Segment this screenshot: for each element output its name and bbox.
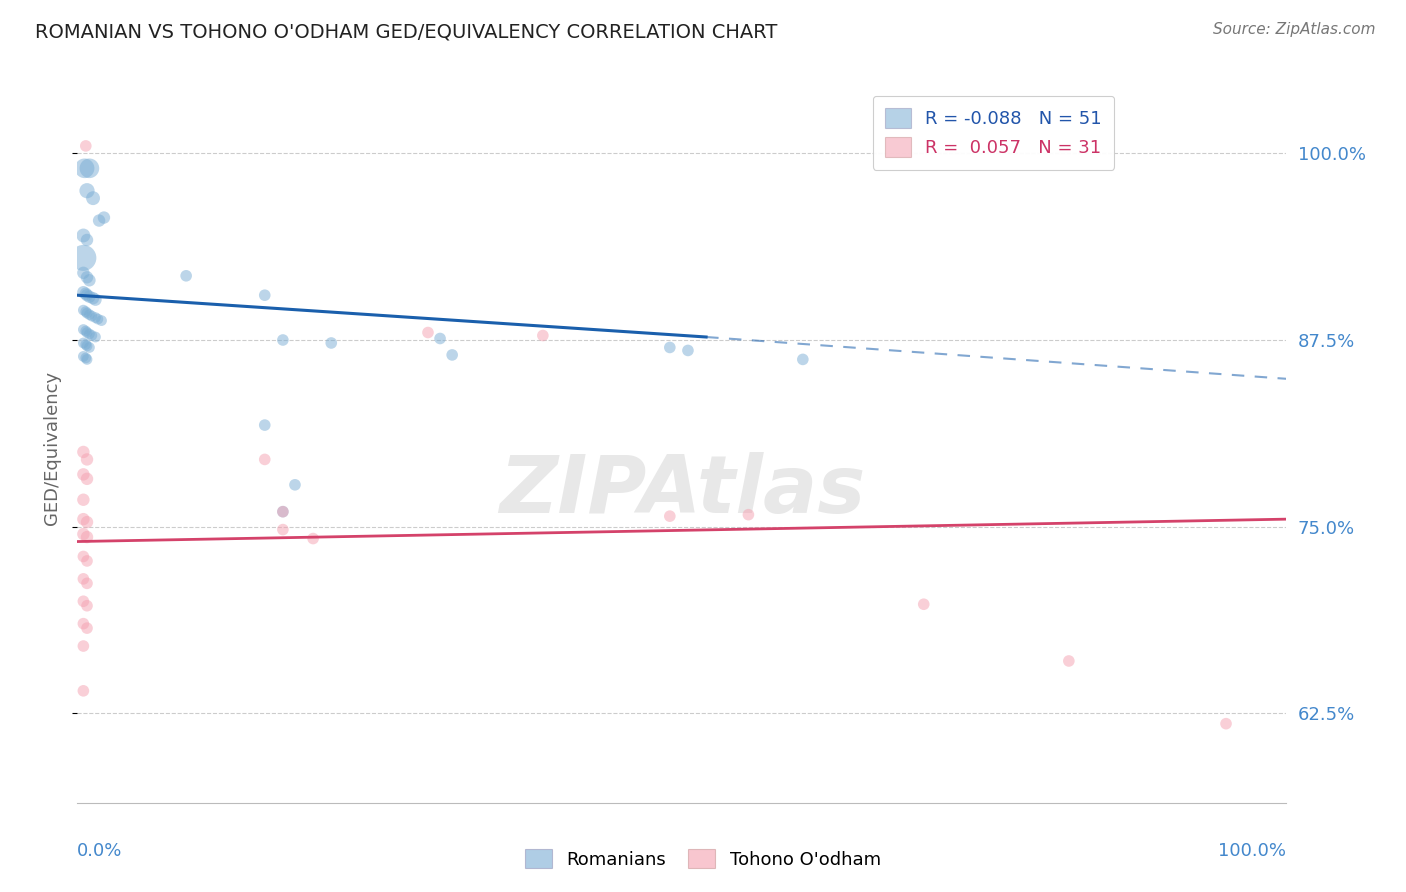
Point (75, 304, 97, 318)
Point (79, 161, 101, 176)
Point (80, 309, 103, 323)
Point (174, 268, 197, 283)
Point (79, 341, 101, 355)
Point (76, 530, 98, 544)
Point (441, 348, 464, 362)
Point (72, 322, 94, 336)
Point (302, 532, 325, 546)
Point (321, 336, 343, 351)
Point (72, 594, 94, 608)
Point (79, 308, 101, 322)
Point (79, 273, 101, 287)
Point (72, 266, 94, 280)
Point (72, 228, 94, 243)
Text: ZIPAtlas: ZIPAtlas (499, 451, 865, 530)
Point (76, 184, 98, 198)
Point (72, 303, 94, 318)
Point (82, 291, 104, 305)
Point (75, 351, 97, 365)
Point (72, 467, 94, 482)
Point (72, 492, 94, 507)
Legend: Romanians, Tohono O'odham: Romanians, Tohono O'odham (517, 842, 889, 876)
Point (72, 572, 94, 586)
Point (253, 418, 276, 433)
Point (72, 527, 94, 541)
Point (84, 293, 107, 307)
Point (72, 616, 94, 631)
Point (416, 326, 439, 340)
Point (271, 505, 294, 519)
Point (912, 597, 935, 611)
Point (531, 328, 554, 343)
Point (76, 515, 98, 529)
Point (90, 313, 112, 327)
Point (87, 312, 110, 326)
Point (73, 161, 96, 176)
Point (84, 330, 107, 344)
Point (79, 290, 101, 304)
Point (82, 191, 104, 205)
Point (76, 288, 98, 302)
Point (76, 452, 98, 467)
Y-axis label: GED/Equivalency: GED/Equivalency (44, 371, 62, 525)
Point (676, 343, 699, 358)
Point (792, 352, 814, 367)
Point (72, 285, 94, 300)
Text: 0.0%: 0.0% (77, 842, 122, 860)
Point (72, 251, 94, 265)
Point (284, 478, 307, 492)
Point (76, 326, 98, 340)
Point (658, 341, 681, 355)
Point (1215, 716, 1237, 731)
Point (429, 331, 451, 345)
Point (271, 523, 294, 537)
Point (72, 549, 94, 564)
Point (72, 445, 94, 459)
Point (76, 233, 98, 247)
Point (72, 639, 94, 653)
Point (75, 337, 97, 351)
Text: 100.0%: 100.0% (1219, 842, 1286, 860)
Point (76, 352, 98, 367)
Point (76, 554, 98, 568)
Point (76, 339, 98, 353)
Point (76, 621, 98, 635)
Point (80, 328, 103, 343)
Point (76, 599, 98, 613)
Text: Source: ZipAtlas.com: Source: ZipAtlas.com (1212, 22, 1375, 37)
Legend: R = -0.088   N = 51, R =  0.057   N = 31: R = -0.088 N = 51, R = 0.057 N = 31 (873, 95, 1114, 169)
Point (75, 139, 97, 153)
Point (76, 472, 98, 486)
Point (93, 211, 115, 225)
Point (75, 286, 97, 301)
Point (72, 350, 94, 364)
Point (72, 336, 94, 351)
Point (737, 508, 759, 522)
Point (84, 310, 107, 325)
Point (76, 306, 98, 320)
Point (79, 326, 101, 341)
Point (76, 576, 98, 591)
Point (76, 270, 98, 285)
Point (1057, 654, 1080, 668)
Text: ROMANIAN VS TOHONO O'ODHAM GED/EQUIVALENCY CORRELATION CHART: ROMANIAN VS TOHONO O'ODHAM GED/EQUIVALEN… (35, 22, 778, 41)
Point (87, 213, 110, 227)
Point (72, 512, 94, 526)
Point (271, 333, 294, 347)
Point (253, 288, 276, 302)
Point (253, 452, 276, 467)
Point (658, 509, 681, 524)
Point (72, 683, 94, 698)
Point (271, 505, 294, 519)
Point (75, 324, 97, 338)
